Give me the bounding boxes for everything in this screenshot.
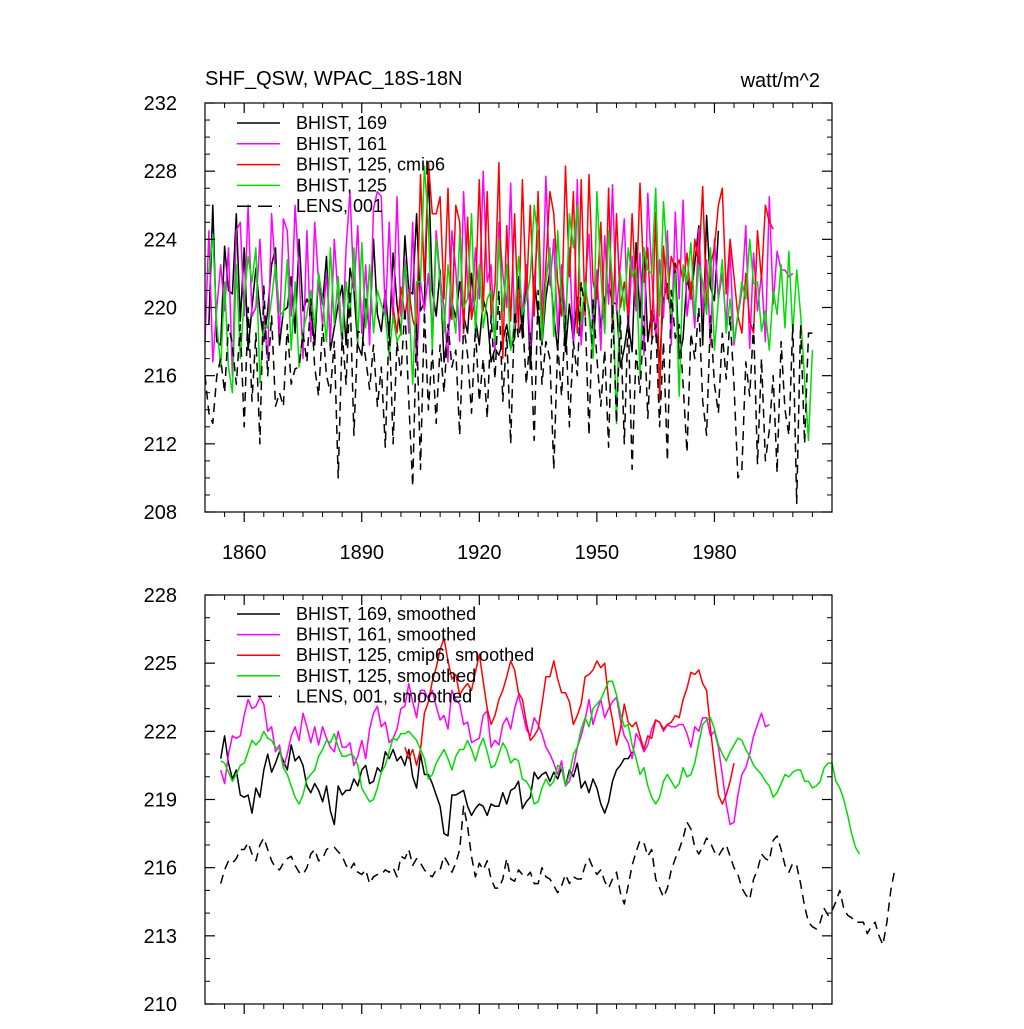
x-tick-label: 1890 <box>340 542 385 564</box>
legend-label: BHIST, 161, smoothed <box>296 625 476 645</box>
legend-label: BHIST, 125, cmip6, smoothed <box>296 645 534 665</box>
y-tick-label: 213 <box>144 926 177 948</box>
y-tick-label: 208 <box>144 502 177 524</box>
series-lines <box>204 161 814 505</box>
y-tick-label: 210 <box>144 994 177 1016</box>
legend-label: BHIST, 169 <box>296 113 387 133</box>
y-tick-label: 220 <box>144 298 177 320</box>
legend-label: BHIST, 125, smoothed <box>296 666 476 686</box>
legend-label: BHIST, 161 <box>296 134 387 154</box>
series-line-bhist-169-smoothed <box>219 735 633 837</box>
top-panel: SHF_QSW, WPAC_18S-18N watt/m^2 208 212 216… <box>144 68 833 564</box>
series-line-bhist-125-smoothed <box>220 680 861 855</box>
series-lines <box>219 637 896 946</box>
y-tick-label: 216 <box>144 366 177 388</box>
y-tick-label: 224 <box>144 229 177 251</box>
x-tick-label: 1860 <box>222 542 267 564</box>
y-tick-label: 228 <box>144 161 177 183</box>
series-line-lens-001-smoothed <box>219 805 896 946</box>
legend-label: BHIST, 125, cmip6 <box>296 155 445 175</box>
y-tick-label: 225 <box>144 653 177 675</box>
series-line-bhist-125 <box>208 165 814 442</box>
series-line-bhist-161 <box>204 170 794 377</box>
series-line-bhist-125-cmip6 <box>392 161 774 402</box>
x-tick-label: 1950 <box>575 542 620 564</box>
x-tick-label: 1980 <box>692 542 737 564</box>
bottom-panel: 210 213 216 219 222 225 228 BHIST, 169, smoothe… <box>144 585 896 1016</box>
y-tick-label: 219 <box>144 790 177 812</box>
y-tick-label: 216 <box>144 858 177 880</box>
legend-label: BHIST, 125 <box>296 175 387 195</box>
y-tick-label: 232 <box>144 93 177 115</box>
series-line-bhist-161-smoothed <box>219 682 770 826</box>
y-tick-label: 222 <box>144 721 177 743</box>
y-tick-label: 228 <box>144 585 177 607</box>
series-line-bhist-125-cmip6-smoothed <box>404 637 735 805</box>
legend-label: BHIST, 169, smoothed <box>296 604 476 624</box>
x-tick-label: 1920 <box>457 542 502 564</box>
series-line-lens-001 <box>204 281 813 505</box>
chart-units: watt/m^2 <box>740 70 820 92</box>
legend-label: LENS, 001 <box>296 196 383 216</box>
y-tick-label: 212 <box>144 434 177 456</box>
chart-title: SHF_QSW, WPAC_18S-18N <box>205 68 462 90</box>
legend-label: LENS, 001, smoothed <box>296 686 472 706</box>
